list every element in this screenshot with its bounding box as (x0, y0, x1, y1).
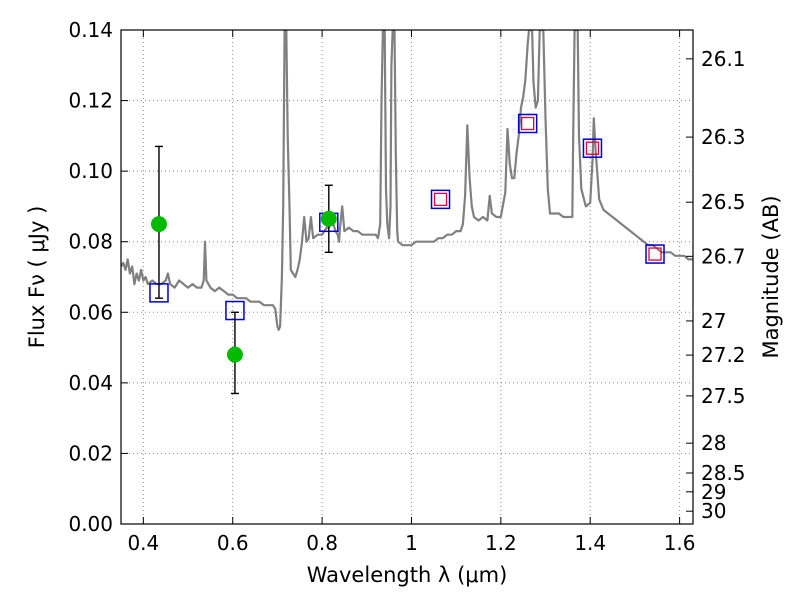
plot-frame (120, 29, 694, 525)
model-photometry-inner-point (648, 247, 662, 261)
mag-tick-label: 27 (701, 309, 726, 333)
plot-background (121, 30, 693, 524)
mag-tick-label: 26.1 (701, 47, 746, 71)
x-tick-label: 0.4 (127, 531, 159, 555)
y-tick-label: 0.14 (68, 18, 113, 42)
x-tick-label: 1 (405, 531, 418, 555)
y-tick-label: 0.00 (68, 512, 113, 536)
y-tick-label: 0.02 (68, 441, 113, 465)
axes: 0.4 0.6 0.8 1 1.2 1.4 1.6 0.00 0.02 0.04 0.06 0.08 0… (68, 18, 745, 555)
y-tick-label: 0.10 (68, 159, 113, 183)
model-photometry-inner-point (585, 141, 600, 155)
y-tick-label: 0.06 (68, 300, 113, 324)
model-photometry-inner-point (521, 116, 535, 131)
mag-tick-label: 26.7 (701, 244, 746, 268)
mag-tick-label: 28 (701, 431, 726, 455)
plot-area (121, 30, 693, 395)
observed-flux-point (320, 210, 337, 227)
observed-flux-point (226, 346, 243, 363)
model-photometry-inner-point (433, 192, 448, 207)
right-axis-title: Magnitude (AB) (759, 195, 783, 358)
mag-tick-label: 26.3 (701, 125, 746, 149)
observed-flux-point (150, 216, 167, 233)
mag-tick-label: 27.5 (701, 384, 746, 408)
mag-tick-label: 28.5 (701, 461, 746, 485)
y-tick-label: 0.08 (68, 230, 113, 254)
mag-tick-label: 30 (701, 499, 726, 523)
x-tick-label: 0.6 (217, 531, 249, 555)
y-axis-title: Flux Fν ( μJy ) (25, 206, 49, 349)
y-tick-label: 0.12 (68, 89, 113, 113)
x-tick-label: 1.2 (485, 531, 517, 555)
mag-tick-label: 27.2 (701, 343, 746, 367)
x-tick-label: 1.6 (664, 531, 696, 555)
x-axis-title: Wavelength λ (μm) (307, 563, 508, 587)
model-photometry-point (517, 113, 538, 134)
model-spectrum-line (121, 30, 693, 331)
model-photometry-point (645, 244, 665, 264)
y-tick-label: 0.04 (68, 371, 113, 395)
model-photometry-point (582, 138, 603, 158)
mag-tick-label: 26.5 (701, 190, 746, 214)
x-tick-label: 0.8 (306, 531, 338, 555)
model-photometry-point (430, 189, 451, 210)
x-tick-label: 1.4 (574, 531, 606, 555)
mag-tick-label: 29 (701, 480, 726, 504)
